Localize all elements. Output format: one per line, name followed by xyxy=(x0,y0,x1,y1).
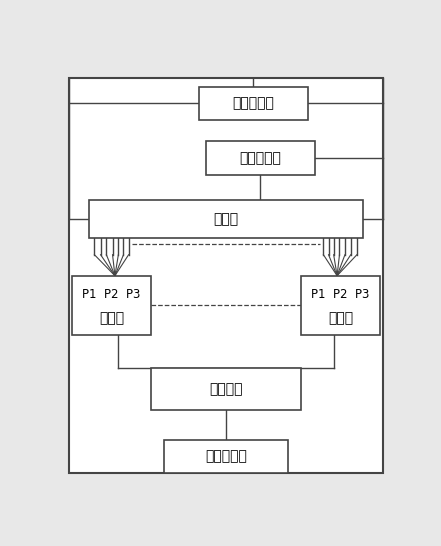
Text: P1  P2  P3: P1 P2 P3 xyxy=(82,288,141,301)
Bar xyxy=(301,276,380,335)
Text: 计算机单元: 计算机单元 xyxy=(205,449,247,464)
Bar xyxy=(151,368,301,410)
Text: 电池筱: 电池筱 xyxy=(213,212,239,226)
Text: P1  P2  P3: P1 P2 P3 xyxy=(311,288,370,301)
Text: 采样盒: 采样盒 xyxy=(328,311,353,325)
Bar xyxy=(164,440,288,473)
Bar xyxy=(198,86,308,120)
Text: 氢气感应器: 氢气感应器 xyxy=(239,151,281,165)
Bar xyxy=(89,200,363,238)
Bar xyxy=(206,141,315,175)
Text: 采样盒: 采样盒 xyxy=(99,311,124,325)
Bar xyxy=(72,276,151,335)
Text: 电流传感器: 电流传感器 xyxy=(232,96,274,110)
Text: 主控制器: 主控制器 xyxy=(209,382,243,396)
